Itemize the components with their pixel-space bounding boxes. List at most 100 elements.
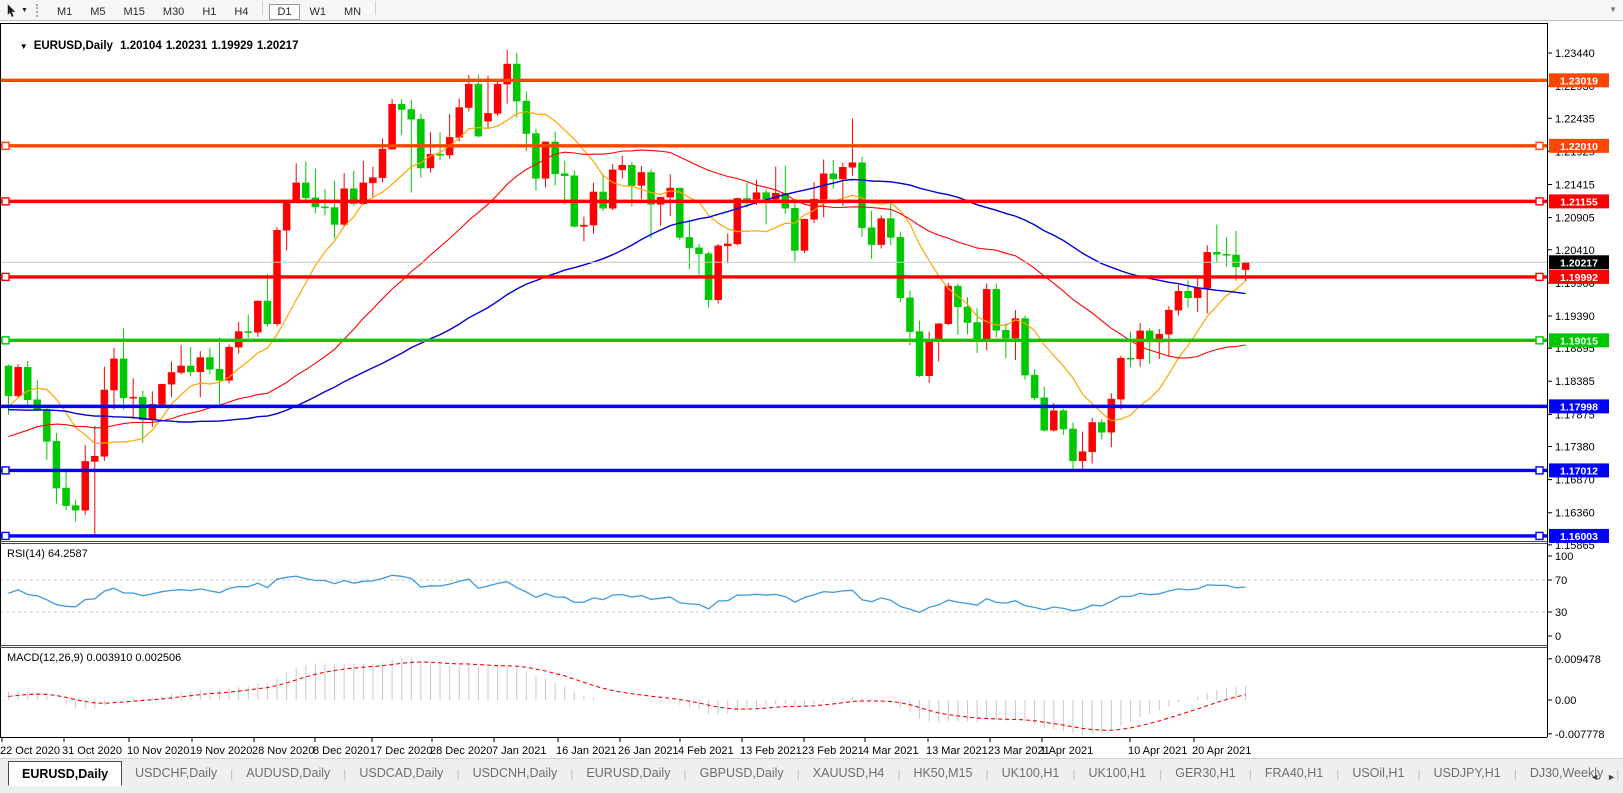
tab-dj30-weekly[interactable]: DJ30,Weekly [1529,765,1604,780]
candle-down [896,237,905,299]
candle-down [973,322,981,342]
cursor-tool-button[interactable]: ▼ [4,3,28,18]
tab-usdcnh-daily[interactable]: USDCNH,Daily [472,765,558,780]
timeframe-w1-button[interactable]: W1 [309,5,327,18]
date-label: 16 Jan 2021 [556,745,617,757]
tab-uk100-h1[interactable]: UK100,H1 [1001,765,1060,780]
timeframe-h1-button[interactable]: H1 [202,5,217,18]
level-badge-1.21155-bg [1549,194,1609,209]
candle-down [858,162,866,228]
candle-up [426,154,435,169]
line-handle-left[interactable] [1,531,10,541]
line-handle-right[interactable] [1535,197,1544,206]
date-label: 10 Nov 2020 [127,745,189,757]
timeframe-d1-button[interactable]: D1 [269,3,300,20]
tab-xauusd-h4[interactable]: XAUUSD,H4 [812,765,885,780]
tab-audusd-daily[interactable]: AUDUSD,Daily [246,765,331,780]
price-tick-label: 1.19390 [1555,311,1595,323]
candle-down [302,182,310,199]
line-handle-right[interactable] [1535,466,1544,475]
candle-up [503,63,511,85]
tab-fra40-h1[interactable]: FRA40,H1 [1264,765,1324,780]
candle-down [532,133,540,179]
line-handle-left[interactable] [1,336,10,345]
timeframe-mn-button[interactable]: MN [344,5,362,18]
candle-down [1069,428,1077,462]
tab-usdjpy-h1[interactable]: USDJPY,H1 [1433,765,1501,780]
candle-down [397,104,406,110]
candle-up [1165,309,1173,335]
timeframe-m1-button[interactable]: M1 [56,5,73,18]
tab-usoil-h1[interactable]: USOil,H1 [1352,765,1405,780]
tab-uk100-h1[interactable]: UK100,H1 [1088,765,1147,780]
candle-down [963,306,972,323]
level-badge-1.22010-bg [1549,138,1609,153]
collapse-arrow-icon[interactable]: ▼ [19,42,28,51]
timeframe-m5-button[interactable]: M5 [90,5,106,18]
candle-down [206,357,214,370]
line-handle-left[interactable] [1,141,10,151]
candle-up [484,113,492,122]
chevron-down-icon: ▼ [21,6,28,14]
candle-down [407,109,416,120]
tab-scroll-right-icon[interactable]: ► [1607,772,1616,782]
candle-down [1184,291,1192,299]
line-handle-right[interactable] [1535,141,1544,151]
candle-down [349,188,358,204]
candle-down [1098,422,1106,433]
tab-usdcad-daily[interactable]: USDCAD,Daily [359,765,444,780]
candle-down [474,83,483,137]
line-handle-right[interactable] [1535,531,1544,541]
candle-up [369,177,377,184]
line-handle-left[interactable] [1,272,10,282]
candle-up [177,365,185,373]
line-handle-right[interactable] [1535,336,1544,345]
candle-up [91,455,99,462]
tab-eurusd-daily[interactable]: EURUSD,Daily [586,765,671,780]
candle-down [321,206,329,209]
candle-up [1203,252,1211,289]
candle-up [733,198,742,245]
candle-down [513,63,521,102]
toolbar-overflow-icon[interactable]: ▼ [1609,5,1617,14]
candle-up [714,245,722,301]
line-handle-right[interactable] [1535,272,1544,282]
tab-eurusd-daily[interactable]: EURUSD,Daily [8,761,123,786]
candle-up [1193,287,1202,299]
candle-down [52,441,61,489]
timeframe-m15-button[interactable]: M15 [123,5,145,18]
price-tick-label: 1.20905 [1555,213,1595,225]
date-label: 1 Apr 2021 [1040,745,1093,757]
candle-down [1002,330,1010,339]
tab-separator: | [343,766,347,781]
level-badge-1.17998: 1.17998 [1560,401,1598,413]
main-pane [0,49,1547,541]
candle-up [378,148,387,178]
candle-down [695,247,703,254]
tab-ger30-h1[interactable]: GER30,H1 [1175,765,1236,780]
ohlc-open: 1.20104 [120,40,162,52]
tab-hk50-m15[interactable]: HK50,M15 [913,765,973,780]
tab-gbpusd-daily[interactable]: GBPUSD,Daily [699,765,784,780]
timeframe-h4-button[interactable]: H4 [234,5,249,18]
line-handle-left[interactable] [1,197,10,206]
candle-down [1030,374,1039,399]
timeframe-buttons: M1 M5 M15 M30 H1 H4 D1 W1 MN [48,0,381,20]
tab-usdchf-daily[interactable]: USDCHF,Daily [135,765,218,780]
tab-scroll-left-icon[interactable]: ◄ [1590,772,1600,782]
timeframe-m30-button[interactable]: M30 [162,5,185,18]
candle-up [465,83,473,108]
toolbar-drag-handle[interactable] [35,3,41,17]
candle-up [877,218,885,245]
candle-up [129,396,137,399]
candle-up [589,191,598,226]
line-handle-left[interactable] [1,466,10,475]
candle-up [1050,410,1058,431]
level-badge-1.23019-bg [1549,73,1609,88]
chart-symbol: EURUSD,Daily [33,40,113,52]
candle-up [100,389,109,457]
rsi-tick-label: 0 [1555,631,1561,643]
date-label: 4 Mar 2021 [863,745,919,757]
candle-down [685,237,694,249]
